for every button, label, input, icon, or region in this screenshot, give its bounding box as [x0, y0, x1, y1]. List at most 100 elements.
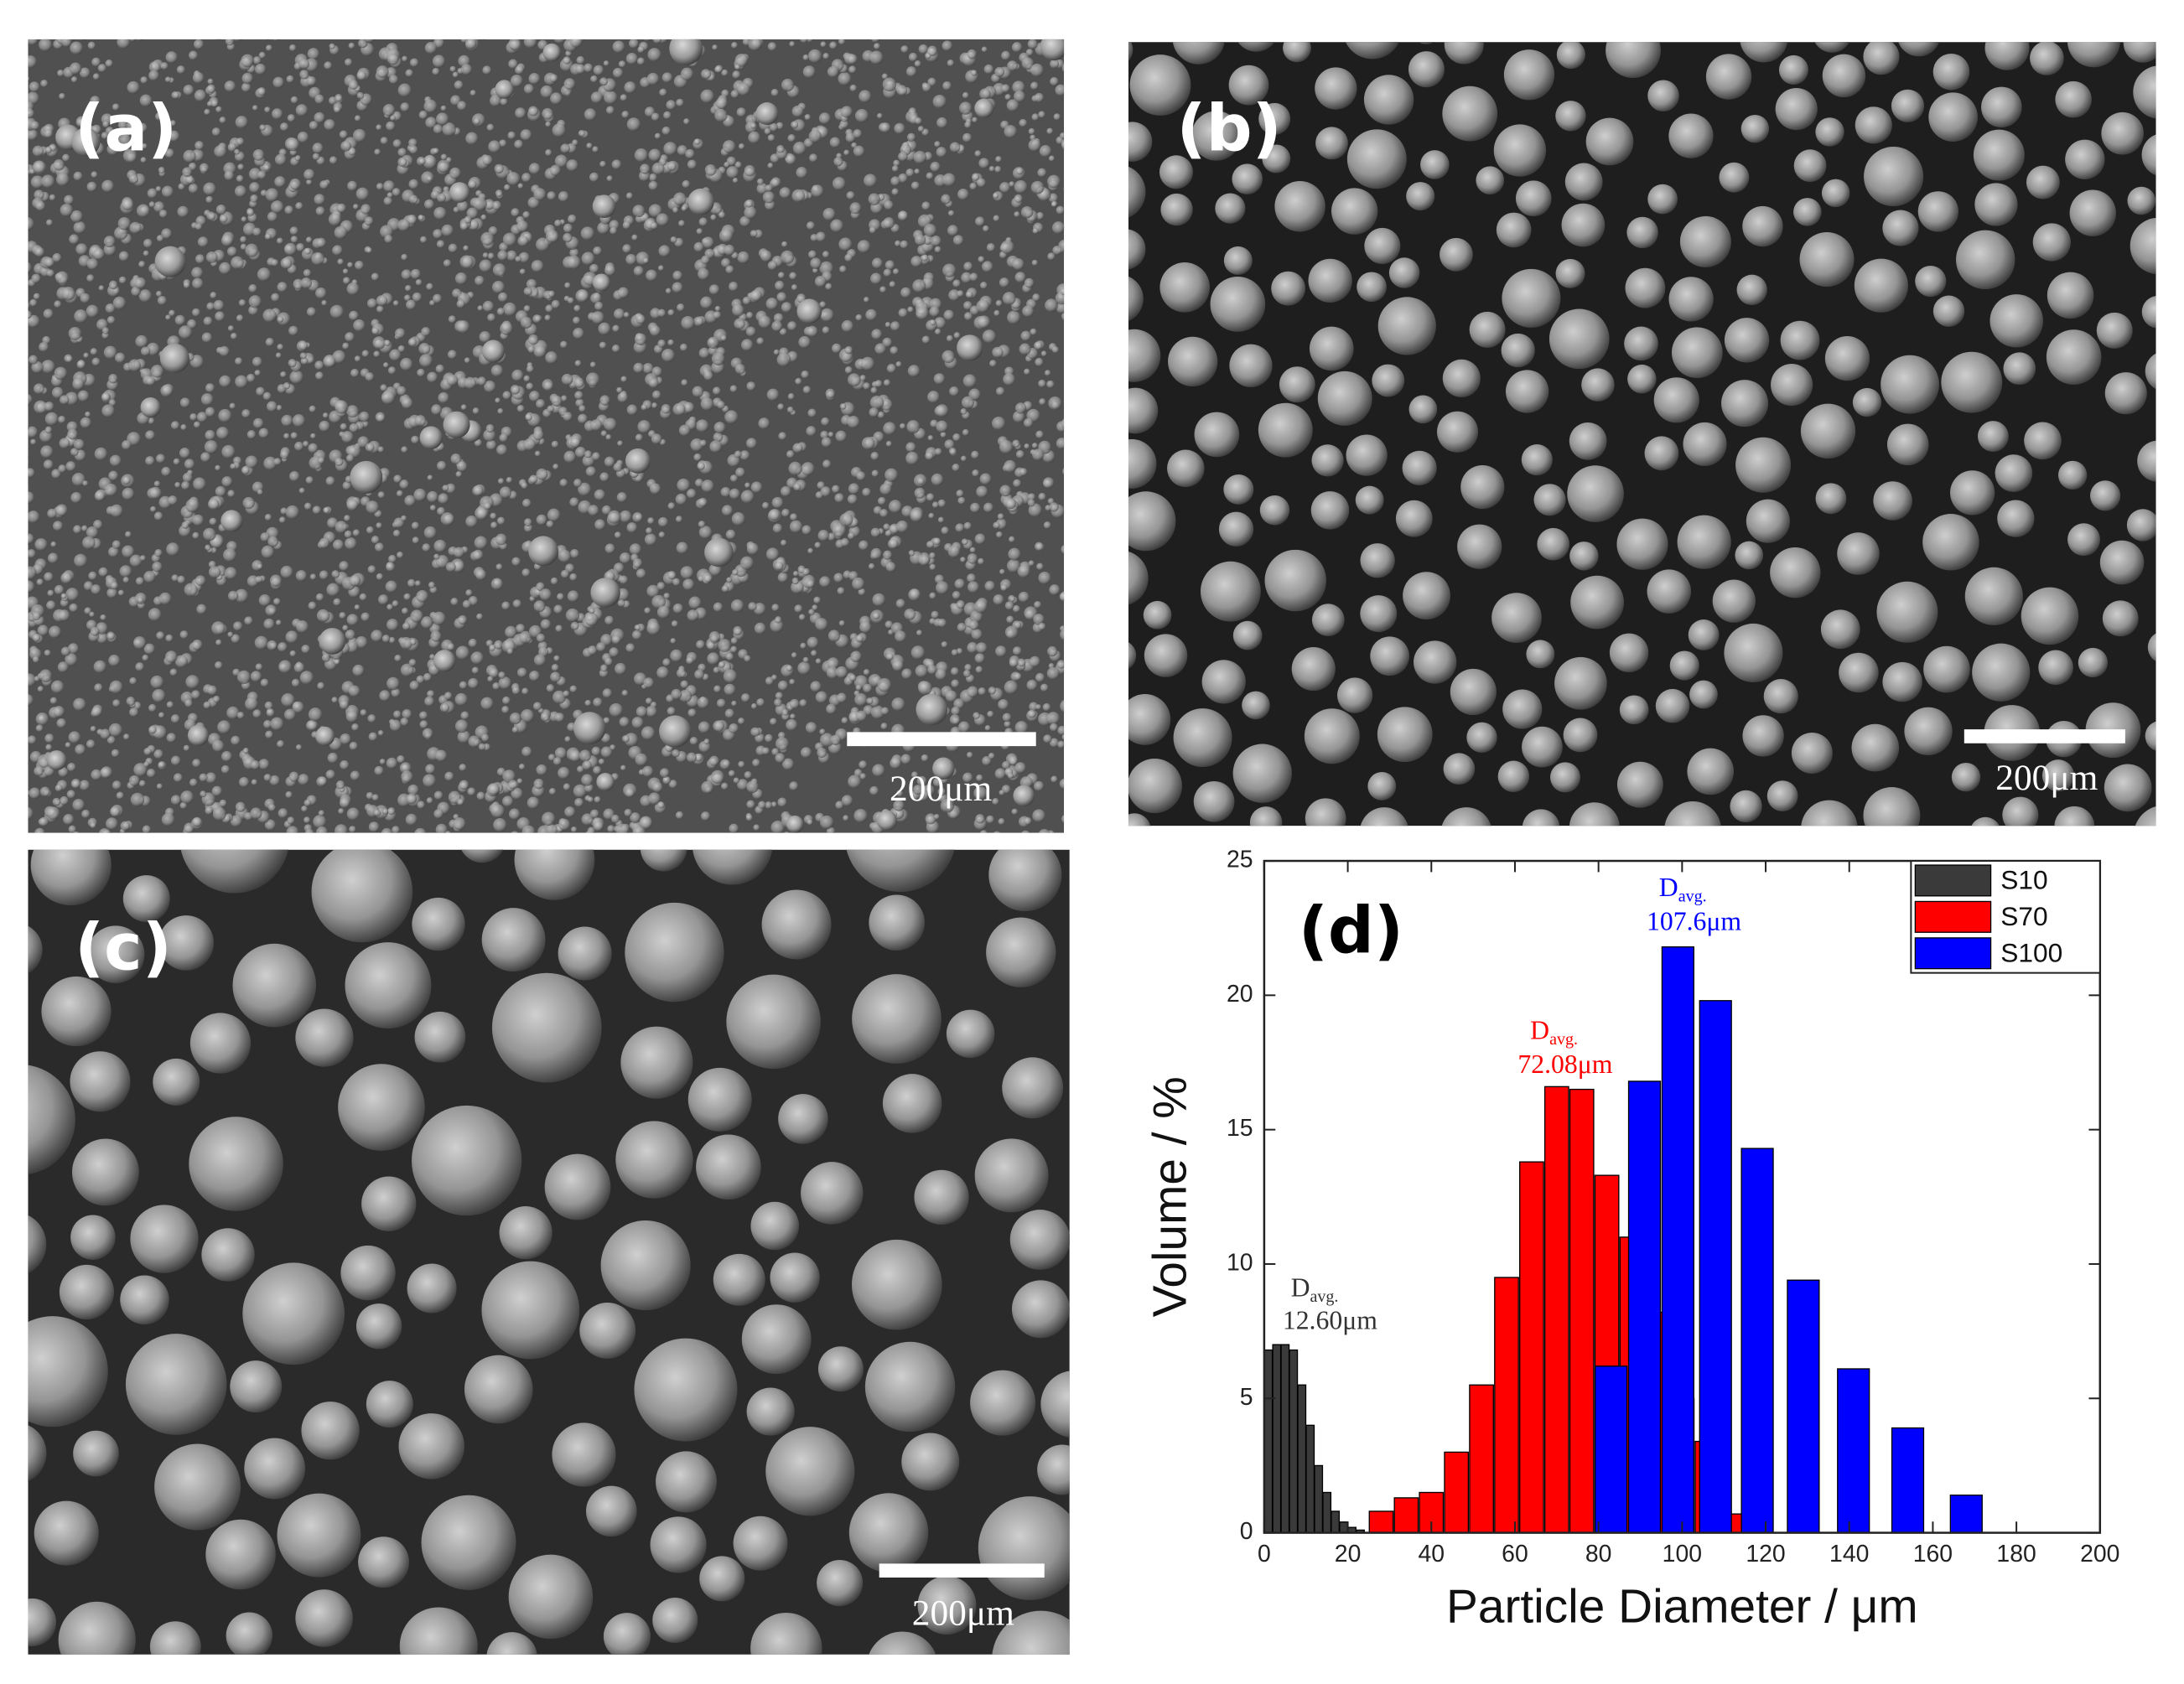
particle [1372, 364, 1405, 397]
particle [100, 728, 111, 739]
particle [236, 174, 244, 183]
particle [70, 1215, 116, 1260]
particle [440, 105, 447, 111]
particle [1057, 740, 1065, 749]
particle [230, 463, 236, 470]
particle [590, 419, 603, 432]
particle [397, 386, 407, 396]
particle [173, 773, 183, 783]
particle [125, 24, 134, 34]
particle [339, 130, 348, 139]
particle [1043, 521, 1051, 529]
particle [158, 166, 165, 174]
particle [236, 670, 252, 684]
particle [874, 343, 886, 355]
particle [68, 731, 81, 744]
particle [720, 486, 731, 498]
particle [468, 638, 478, 648]
particle [345, 332, 355, 342]
particle [952, 433, 961, 442]
particle [801, 370, 810, 379]
particle [86, 739, 96, 749]
particle [696, 640, 705, 650]
particle [866, 697, 874, 705]
particle [1035, 430, 1044, 439]
particle [191, 639, 203, 650]
particle [673, 192, 687, 206]
particle [205, 772, 217, 784]
particle [469, 90, 476, 96]
particle [552, 690, 567, 704]
legend-swatch [1914, 937, 1992, 970]
annotation-value: 72.08μm [1517, 1049, 1612, 1079]
legend-label: S10 [2000, 864, 2047, 894]
particle [62, 153, 70, 162]
particle [1038, 492, 1046, 501]
particle [1038, 622, 1046, 630]
particle [1032, 448, 1045, 461]
particle [44, 649, 51, 657]
particle [28, 491, 35, 505]
particle [937, 516, 945, 523]
particle [158, 592, 172, 605]
particle [536, 514, 547, 526]
particle [835, 801, 844, 810]
particle [891, 165, 899, 173]
particle [2133, 65, 2156, 119]
particle [859, 90, 872, 103]
particle [376, 573, 384, 581]
particle [94, 683, 103, 692]
particle [1006, 615, 1014, 624]
particle [395, 328, 406, 339]
particle [974, 98, 994, 118]
particle [161, 812, 175, 826]
particle [1822, 54, 1866, 98]
particle [29, 81, 40, 93]
particle [836, 692, 848, 703]
particle [1922, 514, 1979, 571]
particle [2135, 806, 2156, 826]
particle [131, 286, 141, 297]
particle [786, 718, 798, 731]
particle [329, 156, 338, 164]
particle [354, 115, 361, 122]
sem-image [28, 23, 1065, 833]
particle [553, 604, 563, 614]
particle [35, 724, 44, 733]
particle [810, 257, 822, 269]
particle [1443, 753, 1476, 785]
particle [714, 305, 721, 312]
particle [140, 157, 147, 163]
particle [553, 39, 567, 44]
particle [561, 373, 573, 386]
particle [892, 660, 904, 671]
particle [876, 112, 883, 119]
particle [554, 219, 562, 227]
particle [982, 756, 992, 766]
particle [974, 1138, 1049, 1213]
particle [135, 334, 148, 348]
particle [1367, 771, 1397, 801]
particle [477, 376, 487, 386]
particle [47, 508, 57, 519]
particle [625, 448, 651, 474]
particle [2067, 42, 2120, 68]
particle [2145, 721, 2156, 751]
particle [406, 793, 418, 805]
particle [713, 432, 724, 443]
particle [205, 806, 214, 816]
particle [28, 480, 29, 485]
particle [585, 830, 595, 833]
particle [574, 360, 582, 367]
particle [409, 638, 417, 645]
particle [264, 514, 272, 521]
particle [339, 700, 350, 710]
bar [1891, 1427, 1925, 1534]
particle [894, 122, 905, 134]
particle [1669, 650, 1699, 681]
particle [44, 402, 54, 412]
x-axis-title: Particle Diameter / μm [1446, 1580, 1918, 1633]
particle [576, 23, 589, 36]
particle [1017, 565, 1030, 578]
particle [303, 502, 312, 510]
